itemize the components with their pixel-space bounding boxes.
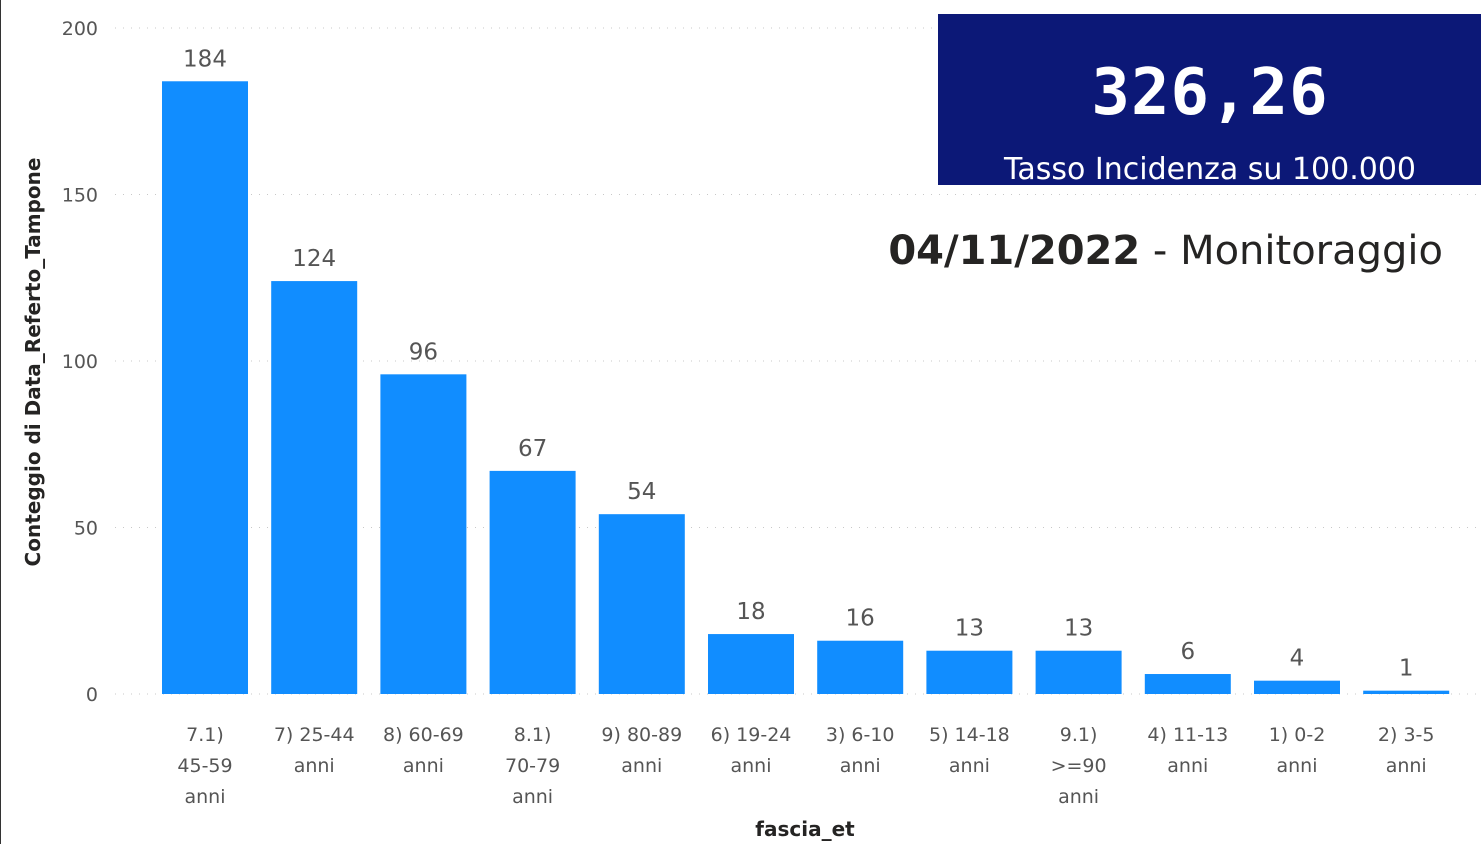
bar bbox=[1254, 680, 1340, 694]
report-date-line: 04/11/2022 - Monitoraggio bbox=[888, 228, 1443, 274]
bar bbox=[1144, 674, 1231, 694]
y-tick-label: 200 bbox=[62, 18, 98, 40]
data-labels: 184 124 96 67 54 18 16 13 13 6 4 1 bbox=[183, 46, 1413, 681]
data-label: 6 bbox=[1180, 639, 1195, 665]
bar bbox=[598, 514, 685, 694]
x-tick-label: 7) 25-44 anni bbox=[274, 724, 355, 777]
y-tick-label: 100 bbox=[62, 351, 98, 373]
data-label: 124 bbox=[292, 246, 336, 272]
y-axis-ticks: 0 50 100 150 200 bbox=[62, 18, 98, 706]
data-label: 184 bbox=[183, 46, 227, 72]
bar bbox=[1363, 690, 1450, 694]
bar bbox=[1035, 650, 1122, 694]
data-label: 96 bbox=[409, 339, 438, 365]
report-date: 04/11/2022 bbox=[888, 228, 1141, 274]
bar bbox=[926, 650, 1013, 694]
x-tick-label: 5) 14-18 anni bbox=[929, 724, 1010, 777]
x-tick-label: 9) 80-89 anni bbox=[601, 724, 682, 777]
bar bbox=[489, 470, 576, 694]
x-tick-label: 1) 0-2 anni bbox=[1269, 724, 1326, 777]
x-axis-title: fascia_et bbox=[755, 817, 855, 841]
data-label: 13 bbox=[1064, 616, 1093, 642]
y-tick-label: 0 bbox=[86, 684, 98, 706]
y-tick-label: 50 bbox=[74, 518, 98, 540]
report-subtitle: - Monitoraggio bbox=[1140, 228, 1443, 274]
y-tick-label: 150 bbox=[62, 185, 98, 207]
data-label: 67 bbox=[518, 436, 547, 462]
kpi-value: 326,26 bbox=[1091, 56, 1329, 130]
data-label: 54 bbox=[627, 479, 656, 505]
bars bbox=[162, 81, 1450, 694]
kpi-card: 326,26 Tasso Incidenza su 100.000 bbox=[938, 14, 1481, 187]
data-label: 18 bbox=[736, 599, 765, 625]
x-tick-label: 9.1) >=90 anni bbox=[1051, 724, 1107, 808]
x-axis-labels: 7.1) 45-59 anni 7) 25-44 anni 8) 60-69 anni 8.1… bbox=[177, 724, 1434, 808]
data-label: 1 bbox=[1399, 656, 1414, 682]
bar bbox=[817, 640, 904, 694]
kpi-label: Tasso Incidenza su 100.000 bbox=[1003, 152, 1416, 187]
x-tick-label: 7.1) 45-59 anni bbox=[177, 724, 232, 808]
x-tick-label: 6) 19-24 anni bbox=[711, 724, 792, 777]
y-axis-title: Conteggio di Data_Referto_Tampone bbox=[21, 158, 45, 567]
bar bbox=[708, 634, 794, 694]
x-tick-label: 2) 3-5 anni bbox=[1378, 724, 1435, 777]
x-tick-label: 3) 6-10 anni bbox=[826, 724, 895, 777]
bar bbox=[162, 81, 248, 694]
data-label: 4 bbox=[1290, 646, 1305, 672]
data-label: 16 bbox=[846, 606, 875, 632]
x-tick-label: 8) 60-69 anni bbox=[383, 724, 464, 777]
data-label: 13 bbox=[955, 616, 984, 642]
bar bbox=[271, 281, 358, 694]
x-tick-label: 8.1) 70-79 anni bbox=[505, 724, 560, 808]
x-tick-label: 4) 11-13 anni bbox=[1147, 724, 1228, 777]
bar bbox=[380, 374, 467, 694]
